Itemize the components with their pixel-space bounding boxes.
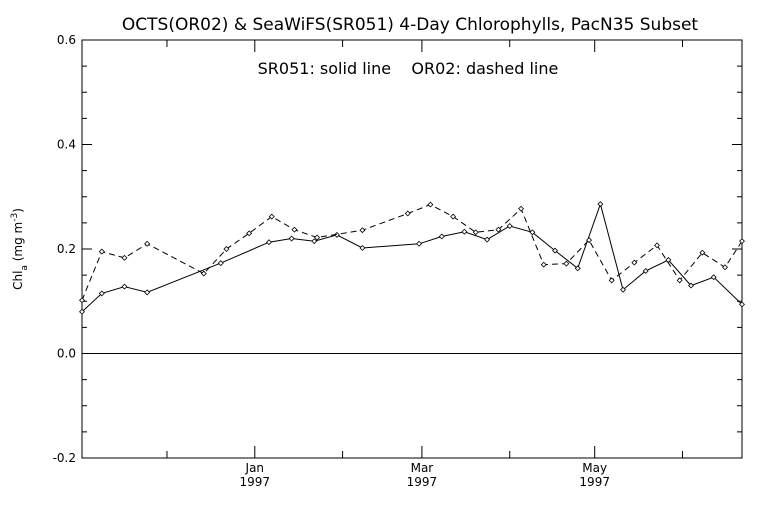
x-tick-label-year: 1997 xyxy=(240,475,271,489)
data-point-or02 xyxy=(654,242,660,249)
data-point-or02 xyxy=(608,277,615,284)
y-axis-ticks: -0.2 0.0 0.2 0.4 0.6 xyxy=(53,33,742,465)
data-point-or02 xyxy=(404,210,411,217)
data-point-sr051 xyxy=(144,289,151,296)
data-point-or02 xyxy=(722,264,728,271)
data-point-sr051 xyxy=(265,239,272,246)
data-point-sr051 xyxy=(688,282,694,289)
data-point-sr051 xyxy=(574,265,581,272)
x-tick-label-year: 1997 xyxy=(579,475,610,489)
plot-frame xyxy=(81,39,743,459)
x-tick-label-year: 1997 xyxy=(407,475,438,489)
data-point-or02 xyxy=(540,261,547,268)
y-tick-label: 0.2 xyxy=(57,242,76,256)
data-point-sr051 xyxy=(597,201,604,208)
data-point-or02 xyxy=(268,213,275,220)
data-point-or02 xyxy=(291,226,298,233)
x-tick-label-month: May xyxy=(582,461,607,475)
data-point-sr051 xyxy=(416,240,423,247)
data-point-sr051 xyxy=(438,233,445,240)
data-point-or02 xyxy=(631,259,638,266)
data-point-or02 xyxy=(246,230,253,237)
data-point-sr051 xyxy=(484,236,491,243)
series-line-sr051 xyxy=(81,202,743,313)
data-point-sr051 xyxy=(620,286,626,293)
y-tick-label: 0.4 xyxy=(57,138,76,152)
data-point-sr051 xyxy=(288,235,295,242)
series-layer xyxy=(79,201,745,315)
data-point-or02 xyxy=(518,205,525,212)
data-point-or02 xyxy=(586,237,593,244)
data-point-or02 xyxy=(314,234,321,241)
data-point-sr051 xyxy=(739,301,745,308)
data-point-or02 xyxy=(144,240,151,247)
chart-title: OCTS(OR02) & SeaWiFS(SR051) 4-Day Chloro… xyxy=(122,15,699,35)
data-point-or02 xyxy=(495,226,502,233)
data-point-sr051 xyxy=(311,238,318,245)
line-style-annotation: SR051: solid line OR02: dashed line xyxy=(258,59,559,78)
data-point-or02 xyxy=(79,297,85,304)
series-line-or02 xyxy=(81,204,743,301)
data-point-sr051 xyxy=(506,223,513,229)
data-point-sr051 xyxy=(359,244,366,251)
data-point-sr051 xyxy=(710,274,717,281)
y-tick-label: 0.6 xyxy=(57,33,76,47)
data-point-or02 xyxy=(676,277,683,284)
data-point-sr051 xyxy=(642,267,649,274)
y-tick-label: -0.2 xyxy=(53,451,76,465)
data-point-or02 xyxy=(472,229,479,236)
data-point-or02 xyxy=(427,201,434,208)
x-tick-label-month: Mar xyxy=(411,461,434,475)
data-point-or02 xyxy=(450,213,457,220)
data-point-sr051 xyxy=(552,247,559,254)
data-point-sr051 xyxy=(529,229,536,236)
data-point-or02 xyxy=(359,227,366,234)
data-point-or02 xyxy=(563,260,570,267)
x-tick-label-month: Jan xyxy=(245,461,265,475)
data-point-sr051 xyxy=(121,283,128,290)
y-axis-label: Chla (mg m-3) xyxy=(10,208,30,290)
data-point-or02 xyxy=(98,248,105,255)
data-point-sr051 xyxy=(98,290,105,297)
data-point-or02 xyxy=(223,246,230,252)
y-tick-label: 0.0 xyxy=(57,347,76,361)
data-point-or02 xyxy=(200,270,207,277)
data-point-or02 xyxy=(121,254,128,261)
data-point-sr051 xyxy=(217,260,224,267)
data-point-sr051 xyxy=(461,228,468,235)
data-point-sr051 xyxy=(79,308,85,315)
data-point-or02 xyxy=(739,238,745,245)
data-point-or02 xyxy=(699,249,706,256)
